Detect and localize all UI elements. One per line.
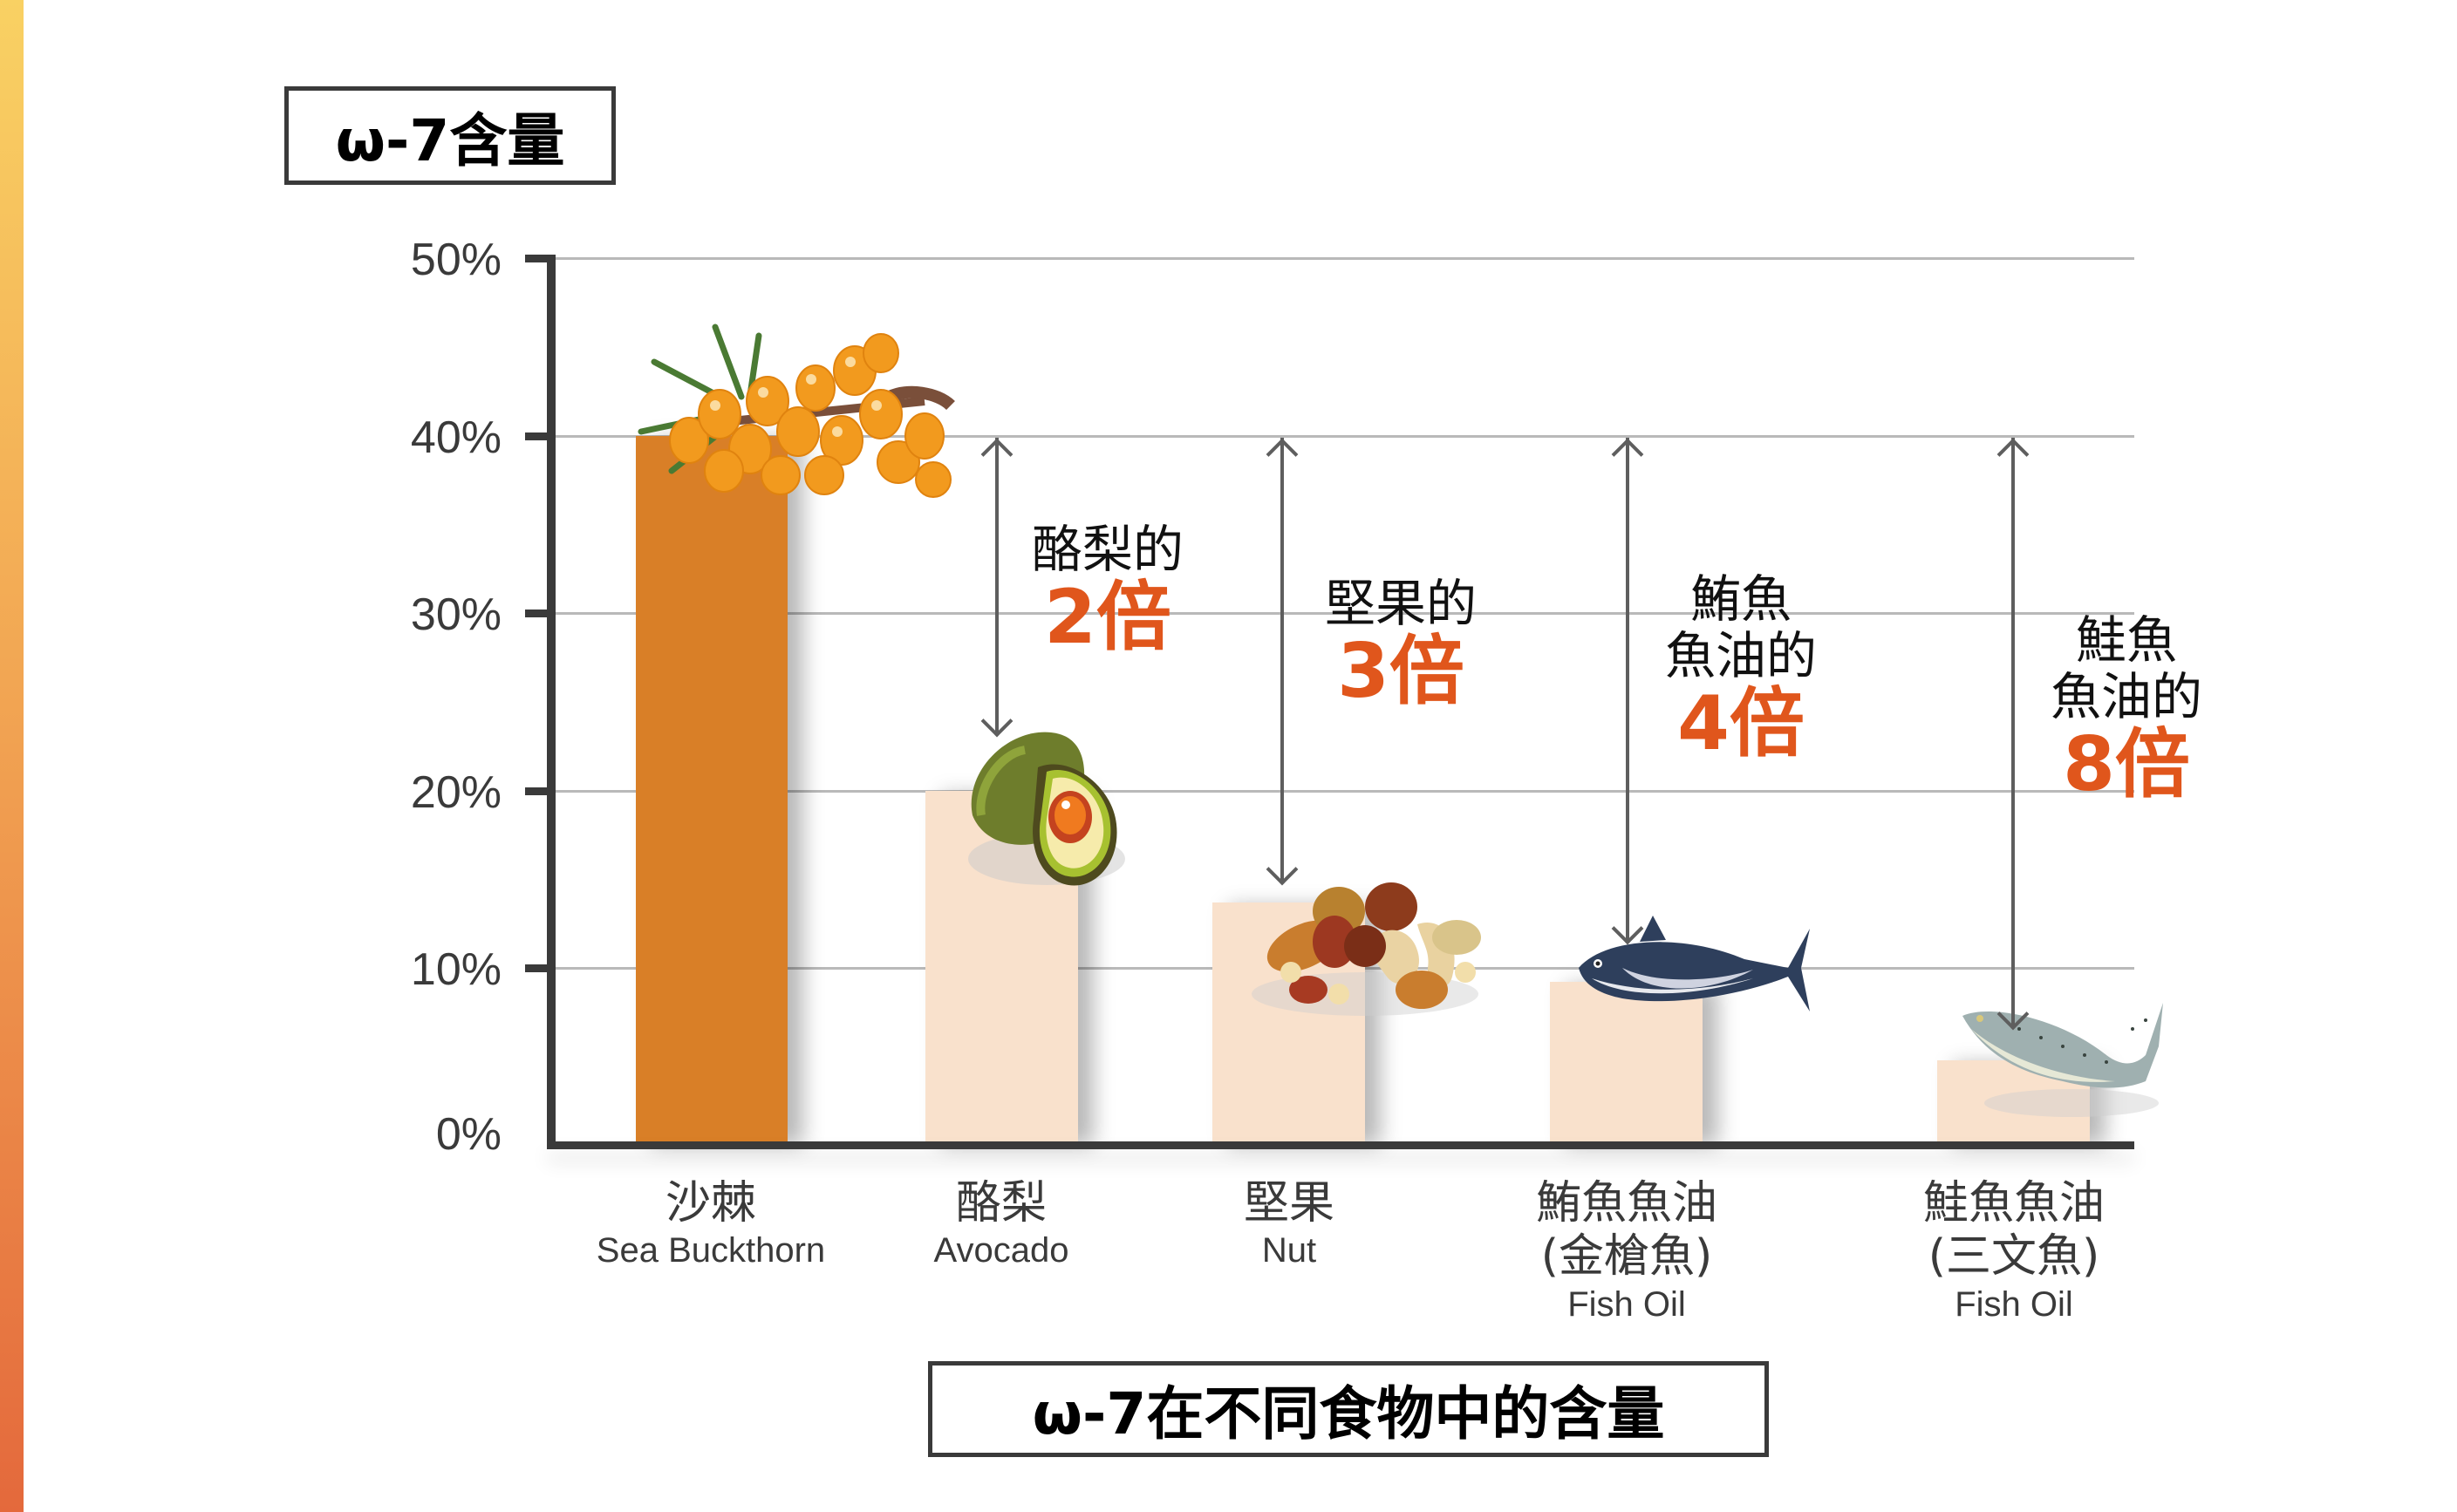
annotation-salmon: 鮭魚 魚油的 8倍: [2030, 610, 2222, 808]
x-label-zh: 鮭魚魚油: [1922, 1177, 2105, 1229]
y-axis-title-box: ω-7含量: [284, 86, 616, 185]
chart-title-box: ω-7在不同食物中的含量: [928, 1361, 1769, 1457]
gridline-20: [555, 790, 2134, 793]
x-label-zh: 堅果: [1243, 1177, 1334, 1229]
annotation-text: 魚油的: [1664, 625, 1817, 685]
annotation-multiplier: 8倍: [2063, 720, 2190, 808]
sea-buckthorn-berries-icon: [638, 324, 955, 498]
annotation-avocado: 酪梨的 2倍: [1012, 521, 1204, 657]
arrowhead-up-icon: [1266, 438, 1299, 471]
y-tick-label-30: 30%: [410, 589, 502, 640]
salmon-fish-icon: [1962, 1003, 2163, 1117]
x-axis-line: [547, 1141, 2134, 1149]
tuna-fish-icon: [1579, 916, 1810, 1011]
comparison-arrow-tuna: [1626, 438, 1629, 942]
y-tick-30: [525, 610, 555, 617]
x-label-en: Sea Buckthorn: [596, 1231, 826, 1270]
comparison-arrow-nut: [1280, 438, 1284, 882]
mixed-nuts-icon: [1252, 882, 1481, 1016]
x-label-zh-sub: (金槍魚): [1540, 1230, 1713, 1284]
y-tick-50: [525, 255, 555, 262]
x-label-tuna-fish-oil: 鮪魚魚油 (金槍魚) Fish Oil: [1496, 1177, 1757, 1325]
gridline-30: [555, 612, 2134, 615]
arrowhead-up-icon: [1996, 438, 2030, 471]
x-label-avocado: 酪梨 Avocado: [870, 1177, 1132, 1272]
gridline-50: [555, 257, 2134, 260]
x-label-en: Nut: [1261, 1231, 1317, 1270]
annotation-nut: 堅果的 3倍: [1305, 574, 1497, 715]
y-tick-label-0: 0%: [435, 1109, 502, 1160]
comparison-arrow-salmon: [2011, 438, 2015, 1027]
annotation-text: 堅果的: [1324, 574, 1477, 633]
annotation-tuna: 鮪魚 魚油的 4倍: [1645, 569, 1837, 767]
annotation-text: 魚油的: [2050, 666, 2202, 726]
comparison-arrow-avocado: [995, 438, 999, 734]
y-axis-title: ω-7含量: [335, 106, 565, 174]
x-label-sea-buckthorn: 沙棘 Sea Buckthorn: [580, 1177, 842, 1272]
x-label-salmon-fish-oil: 鮭魚魚油 (三文魚) Fish Oil: [1883, 1177, 2145, 1325]
x-label-en: Avocado: [933, 1231, 1069, 1270]
annotation-multiplier: 3倍: [1337, 627, 1464, 715]
y-axis-line: [547, 255, 556, 1149]
y-tick-label-10: 10%: [410, 944, 502, 995]
annotation-text: 鮪魚: [1689, 569, 1792, 629]
x-label-zh-sub: (三文魚): [1928, 1230, 2100, 1284]
annotation-text: 酪梨的: [1031, 520, 1184, 579]
chart-title: ω-7在不同食物中的含量: [1032, 1380, 1665, 1447]
y-tick-label-40: 40%: [410, 412, 502, 463]
annotation-text: 鮭魚: [2075, 610, 2177, 670]
x-label-zh: 鮪魚魚油: [1535, 1177, 1717, 1229]
side-accent-strip: [0, 0, 24, 1512]
y-tick-label-50: 50%: [410, 235, 502, 285]
annotation-multiplier: 2倍: [1044, 573, 1171, 661]
annotation-multiplier: 4倍: [1677, 679, 1805, 767]
arrowhead-up-icon: [980, 438, 1014, 471]
x-label-zh: 沙棘: [665, 1177, 756, 1229]
y-tick-40: [525, 432, 555, 440]
arrowhead-up-icon: [1611, 438, 1644, 471]
x-label-en: Fish Oil: [1955, 1284, 2073, 1324]
y-tick-10: [525, 964, 555, 972]
y-tick-20: [525, 787, 555, 795]
x-label-zh: 酪梨: [955, 1177, 1047, 1229]
bar-tuna-fish-oil: [1550, 982, 1703, 1141]
x-label-en: Fish Oil: [1567, 1284, 1686, 1324]
gridline-40: [555, 435, 2134, 438]
avocado-icon: [968, 732, 1125, 886]
x-label-nut: 堅果 Nut: [1158, 1177, 1420, 1272]
y-tick-label-20: 20%: [410, 767, 502, 818]
bar-sea-buckthorn: [636, 436, 788, 1141]
